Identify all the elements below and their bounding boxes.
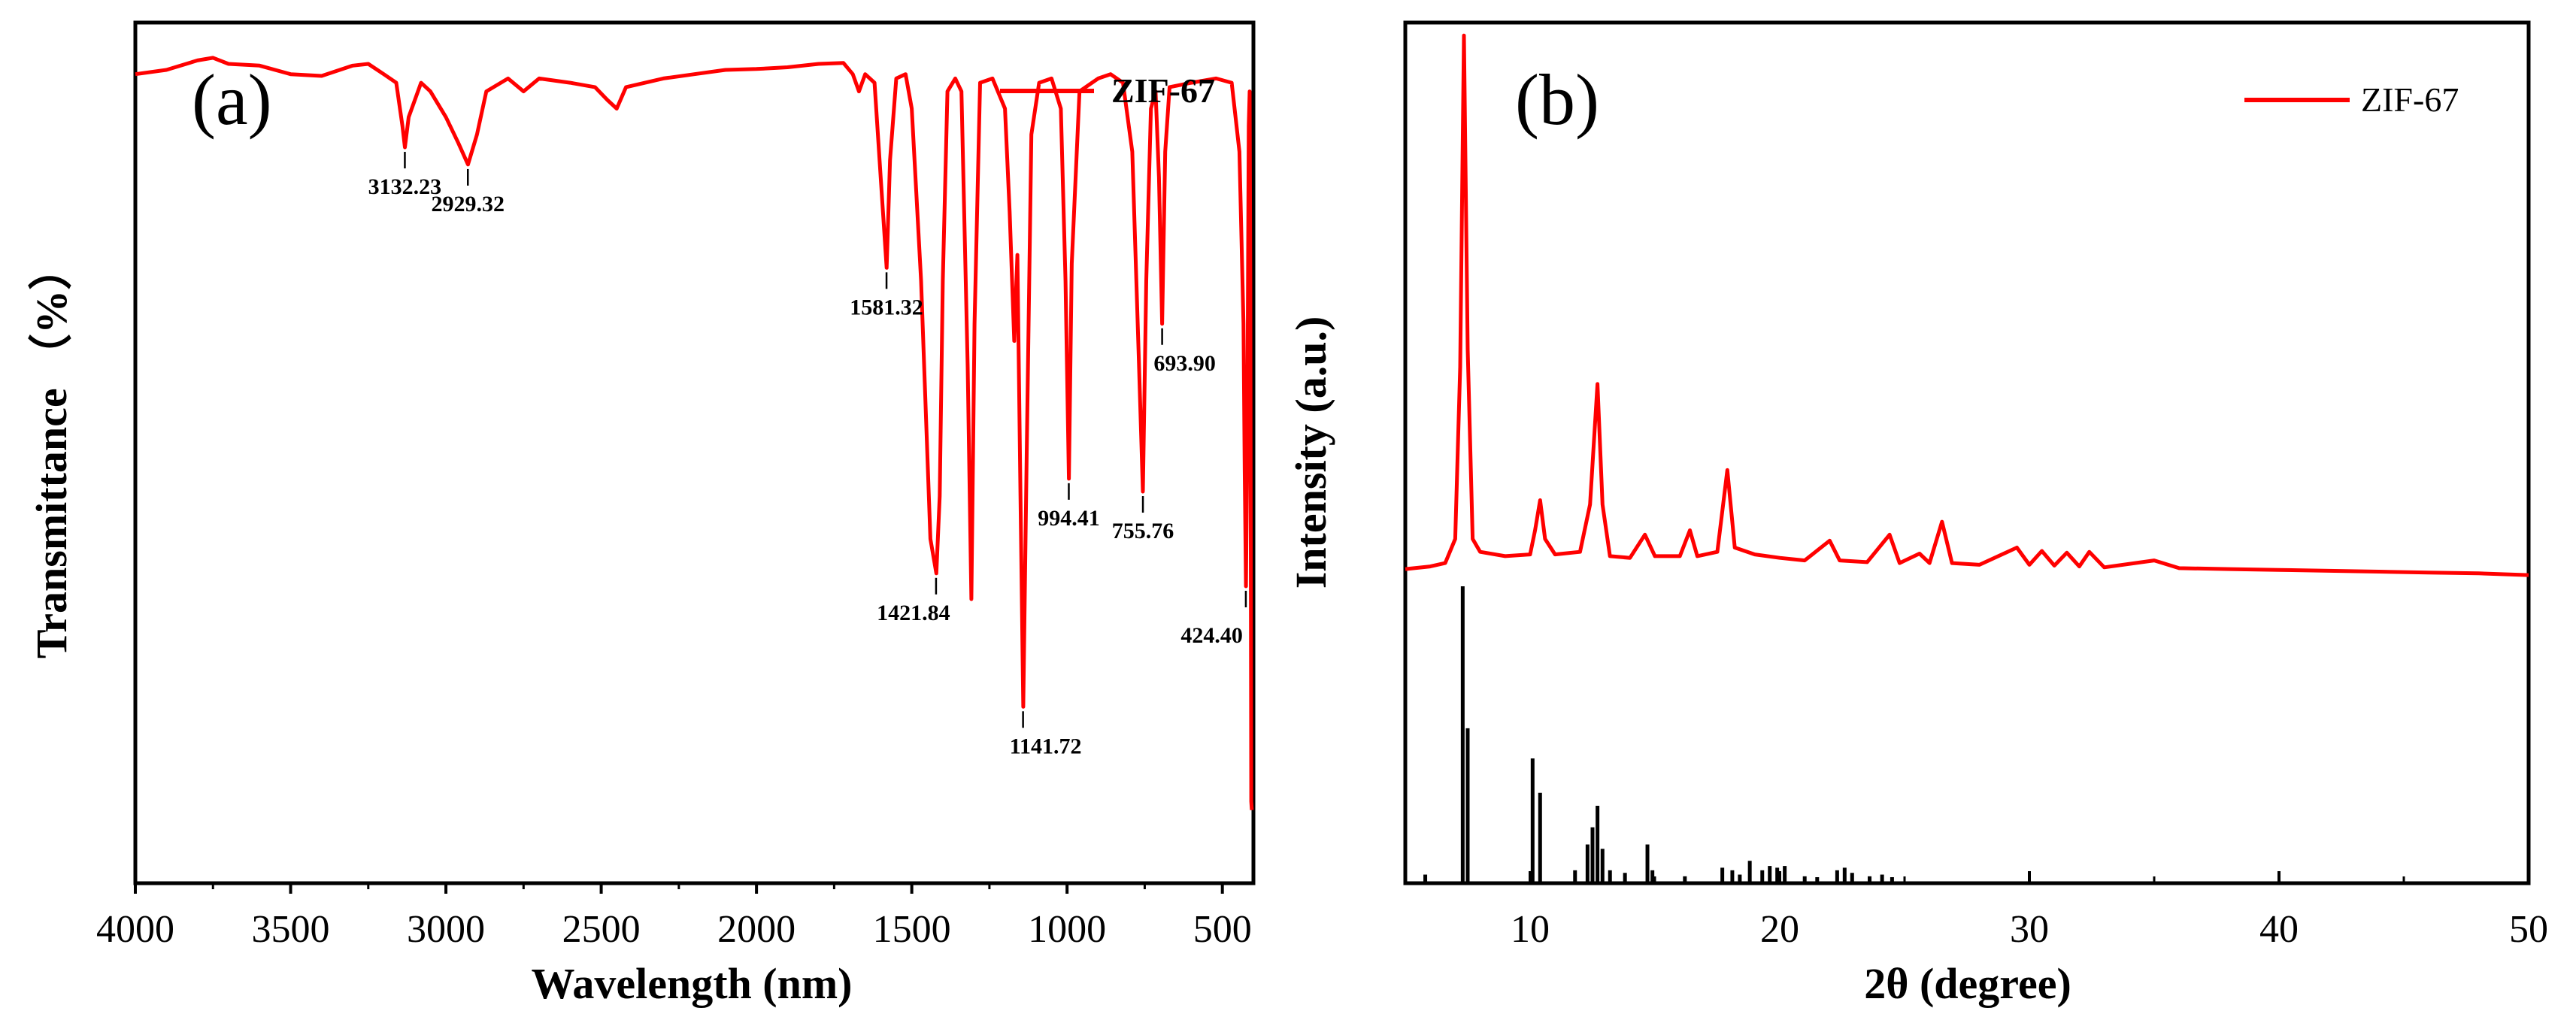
legend-a: ZIF-67	[1000, 71, 1215, 110]
legend-label-a: ZIF-67	[1111, 71, 1215, 110]
peak-label: 3132.23	[368, 174, 442, 199]
x-ticks-b: 10 20 30 40 50	[1404, 871, 2548, 951]
x-tick-label-a: 500	[1193, 908, 1252, 951]
peak-label: 1141.72	[1010, 734, 1082, 758]
x-axis-title-a: Wavelength (nm)	[532, 959, 853, 1008]
peak-label: 424.40	[1180, 623, 1243, 648]
panel-label-b: (b)	[1515, 59, 1599, 140]
x-tick-label-b: 40	[2259, 908, 2299, 951]
y-axis-title-b: Intensity (a.u.)	[1286, 316, 1335, 589]
x-ticks-a: 4000 3500 3000 2500 2000 1500 1000 500	[96, 883, 1252, 951]
legend-label-b: ZIF-67	[2361, 80, 2459, 119]
stick-pattern-group	[1423, 586, 1894, 883]
y-axis-title-a: Transmittance （%）	[27, 247, 76, 658]
plot-area-a	[133, 20, 1256, 885]
x-axis-title-b: 2θ (degree)	[1864, 959, 2071, 1008]
peak-label: 2929.32	[432, 192, 505, 216]
peak-label: 755.76	[1112, 519, 1174, 543]
panel-label-a: (a)	[192, 59, 272, 140]
x-tick-label-a: 2500	[562, 908, 641, 951]
peak-label: 693.90	[1153, 351, 1216, 376]
x-tick-label-b: 50	[2509, 908, 2548, 951]
legend-b: ZIF-67	[2244, 80, 2459, 119]
x-tick-label-a: 3500	[252, 908, 330, 951]
x-tick-label-b: 20	[1760, 908, 1799, 951]
x-tick-label-a: 4000	[96, 908, 174, 951]
x-tick-label-b: 30	[2010, 908, 2049, 951]
peak-label: 994.41	[1038, 506, 1100, 531]
panel-b: 10 20 30 40 50 (b) ZIF-67 2θ (degree) Intens…	[1286, 20, 2548, 1008]
plot-area-b	[1403, 20, 2531, 885]
peak-label: 1421.84	[877, 601, 950, 625]
x-tick-label-a: 1000	[1028, 908, 1106, 951]
series-group-b	[1405, 33, 2529, 577]
series-group-a	[135, 56, 1254, 810]
peak-label: 1581.32	[850, 295, 923, 319]
series-line-b-0	[1405, 33, 2529, 577]
x-tick-label-a: 3000	[407, 908, 485, 951]
x-tick-label-a: 1500	[873, 908, 951, 951]
x-tick-label-b: 10	[1511, 908, 1550, 951]
x-tick-label-a: 2000	[717, 908, 796, 951]
series-line-a-0	[135, 56, 1254, 810]
